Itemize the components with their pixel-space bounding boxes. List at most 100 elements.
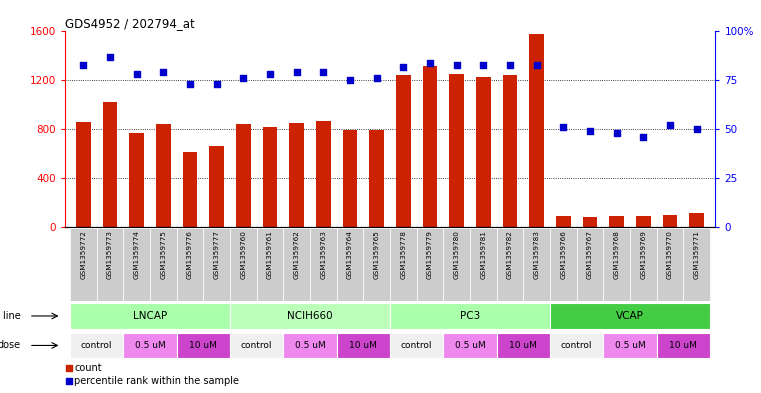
Point — [78, 61, 90, 68]
Bar — [177, 333, 230, 358]
Bar — [444, 228, 470, 301]
Point — [504, 61, 516, 68]
Text: cell line: cell line — [0, 311, 21, 321]
Text: 0.5 uM: 0.5 uM — [454, 341, 486, 350]
Text: GSM1359764: GSM1359764 — [347, 230, 353, 279]
Bar — [283, 228, 310, 301]
Point — [637, 134, 649, 140]
Bar — [603, 333, 657, 358]
Bar — [422, 66, 438, 227]
Bar — [129, 133, 144, 227]
Bar — [390, 303, 550, 329]
Point — [530, 61, 543, 68]
Bar — [203, 228, 230, 301]
Text: GSM1359761: GSM1359761 — [267, 230, 273, 279]
Bar — [209, 146, 224, 227]
Text: GSM1359763: GSM1359763 — [320, 230, 326, 279]
Bar — [470, 228, 497, 301]
Bar — [657, 333, 710, 358]
Text: GSM1359775: GSM1359775 — [161, 230, 167, 279]
Bar — [183, 152, 197, 227]
Text: 10 uM: 10 uM — [189, 341, 218, 350]
Text: GSM1359781: GSM1359781 — [480, 230, 486, 279]
Text: GSM1359783: GSM1359783 — [533, 230, 540, 279]
Bar — [497, 333, 550, 358]
Text: GSM1359760: GSM1359760 — [240, 230, 247, 279]
Text: GSM1359772: GSM1359772 — [81, 230, 86, 279]
Text: 0.5 uM: 0.5 uM — [615, 341, 645, 350]
Bar — [310, 228, 336, 301]
Point — [690, 126, 702, 132]
Text: GSM1359782: GSM1359782 — [507, 230, 513, 279]
Point — [317, 69, 330, 75]
Bar — [123, 228, 150, 301]
Bar — [289, 123, 304, 227]
Point — [131, 71, 143, 77]
Bar — [577, 228, 603, 301]
Text: control: control — [561, 341, 592, 350]
Bar — [230, 303, 390, 329]
Point — [104, 54, 116, 60]
Bar — [530, 34, 544, 227]
Bar — [583, 217, 597, 227]
Point — [256, 296, 269, 303]
Point — [584, 128, 596, 134]
Bar — [363, 228, 390, 301]
Text: LNCAP: LNCAP — [133, 311, 167, 321]
Bar — [369, 130, 384, 227]
Bar — [230, 228, 256, 301]
Bar — [610, 217, 624, 227]
Bar — [503, 75, 517, 227]
Text: control: control — [401, 341, 432, 350]
Point — [264, 71, 276, 77]
Bar — [444, 333, 497, 358]
Text: GSM1359774: GSM1359774 — [134, 230, 140, 279]
Text: GDS4952 / 202794_at: GDS4952 / 202794_at — [65, 17, 194, 30]
Text: GSM1359768: GSM1359768 — [613, 230, 619, 279]
Bar — [550, 333, 603, 358]
Text: 0.5 uM: 0.5 uM — [295, 341, 326, 350]
Bar — [150, 228, 177, 301]
Bar — [657, 228, 683, 301]
Bar — [336, 333, 390, 358]
Bar — [76, 122, 91, 227]
Bar — [390, 333, 444, 358]
Bar — [390, 228, 417, 301]
Bar — [103, 102, 117, 227]
Bar — [336, 228, 363, 301]
Bar — [156, 124, 170, 227]
Bar — [550, 228, 577, 301]
Text: percentile rank within the sample: percentile rank within the sample — [75, 376, 240, 386]
Bar — [256, 228, 283, 301]
Point — [451, 61, 463, 68]
Point — [256, 178, 269, 185]
Bar — [70, 228, 97, 301]
Point — [184, 81, 196, 87]
Point — [664, 122, 676, 129]
Point — [344, 77, 356, 83]
Bar — [417, 228, 444, 301]
Bar — [283, 333, 336, 358]
Point — [211, 81, 223, 87]
Bar — [556, 216, 571, 227]
Bar — [689, 213, 704, 227]
Text: count: count — [75, 363, 102, 373]
Bar — [230, 333, 283, 358]
Point — [610, 130, 622, 136]
Text: PC3: PC3 — [460, 311, 480, 321]
Bar — [497, 228, 524, 301]
Text: VCAP: VCAP — [616, 311, 644, 321]
Point — [397, 63, 409, 70]
Bar — [550, 303, 710, 329]
Text: control: control — [81, 341, 113, 350]
Text: 10 uM: 10 uM — [509, 341, 537, 350]
Text: control: control — [241, 341, 272, 350]
Point — [371, 75, 383, 81]
Text: GSM1359780: GSM1359780 — [454, 230, 460, 279]
Text: GSM1359778: GSM1359778 — [400, 230, 406, 279]
Point — [237, 75, 250, 81]
Bar — [177, 228, 203, 301]
Text: GSM1359767: GSM1359767 — [587, 230, 593, 279]
Bar — [396, 75, 411, 227]
Bar — [236, 124, 250, 227]
